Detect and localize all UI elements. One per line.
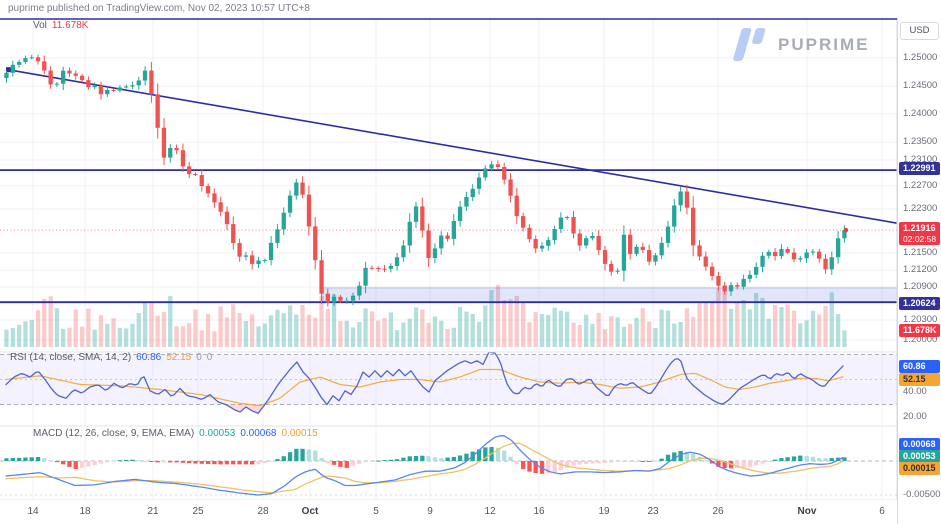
price-tick: 1.20300 — [903, 314, 938, 325]
price-tick: 1.25000 — [903, 52, 938, 63]
time-label: 16 — [533, 506, 545, 517]
countdown-timer: 02:02:58 — [903, 233, 937, 244]
volume-value: 11.678K — [51, 20, 89, 31]
macd-signal-value: 0.00015 — [281, 428, 318, 439]
time-label: 19 — [598, 506, 610, 517]
price-axis[interactable]: USD 1.25000 1.24500 1.24000 1.23500 1.23100 1… — [897, 0, 941, 524]
time-label: 12 — [484, 506, 496, 517]
time-label: 5 — [373, 506, 379, 517]
rsi-value: 60.86 — [136, 352, 162, 363]
time-label-month: Nov — [797, 506, 817, 517]
time-label: 23 — [647, 506, 659, 517]
rsi-extra-value-2: 0 — [206, 352, 213, 363]
price-badge-122991: 1.22991 — [899, 161, 940, 175]
price-tick: 1.23500 — [903, 136, 938, 147]
price-tick: 40.00 — [903, 386, 927, 397]
volume-label: Vol — [33, 20, 47, 31]
macd-hist-value: 0.00053 — [199, 428, 236, 439]
time-label: 21 — [147, 506, 159, 517]
price-tick: -0.00500 — [903, 489, 941, 500]
attribution-text: puprime published on TradingView.com, No… — [8, 3, 310, 14]
time-label: 25 — [192, 506, 204, 517]
price-badge-000068: 0.00068 — [899, 437, 940, 451]
puprime-watermark: PUPRIME — [733, 27, 869, 63]
price-tick: 1.21500 — [903, 247, 938, 258]
macd-label: MACD (12, 26, close, 9, EMA, EMA) — [33, 428, 195, 439]
price-badge-6086: 60.86 — [899, 359, 940, 373]
price-tick: 1.20900 — [903, 281, 938, 292]
time-label: 9 — [427, 506, 433, 517]
rsi-extra-value-1: 0 — [196, 352, 202, 363]
macd-indicator-legend[interactable]: MACD (12, 26, close, 9, EMA, EMA) 0.00053… — [33, 428, 323, 439]
currency-label: USD — [900, 22, 939, 40]
time-label-month: Oct — [301, 506, 319, 517]
price-tick: 1.21200 — [903, 264, 938, 275]
puprime-logo-icon — [733, 28, 766, 61]
price-tick: 1.22300 — [903, 203, 938, 214]
volume-indicator-legend: Vol 11.678K — [33, 20, 93, 31]
price-badge-121916: 1.21916 02:02:58 — [899, 221, 940, 245]
price-badge-000015: 0.00015 — [899, 461, 940, 475]
price-tick: 1.20000 — [903, 334, 938, 345]
rsi-label: RSI (14, close, SMA, 14, 2) — [10, 352, 132, 363]
price-tick: 1.22700 — [903, 180, 938, 191]
time-label: 6 — [879, 506, 885, 517]
time-label: 14 — [27, 506, 39, 517]
watermark-text: PUPRIME — [778, 35, 870, 54]
rsi-sma-value: 52.15 — [166, 352, 192, 363]
time-label: 18 — [79, 506, 91, 517]
rsi-indicator-legend[interactable]: RSI (14, close, SMA, 14, 2) 60.86 52.15 0 0 — [10, 352, 217, 363]
price-tick: 1.24500 — [903, 80, 938, 91]
price-tick: 1.23100 — [903, 154, 938, 165]
price-tick: 1.24000 — [903, 108, 938, 119]
price-tick: 20.00 — [903, 411, 927, 422]
time-axis[interactable]: 14 18 21 25 28 Oct 5 9 12 16 19 23 26 Nov 6 — [0, 500, 897, 524]
price-badge-11678K: 11.678K — [899, 323, 940, 337]
price-badge-000053: 0.00053 — [899, 449, 940, 463]
time-label: 28 — [257, 506, 269, 517]
price-badge-5215: 52.15 — [899, 372, 940, 386]
macd-value: 0.00068 — [240, 428, 277, 439]
attribution-bar: puprime published on TradingView.com, No… — [0, 0, 941, 18]
price-badge-120624: 1.20624 — [899, 296, 940, 310]
time-label: 26 — [712, 506, 724, 517]
